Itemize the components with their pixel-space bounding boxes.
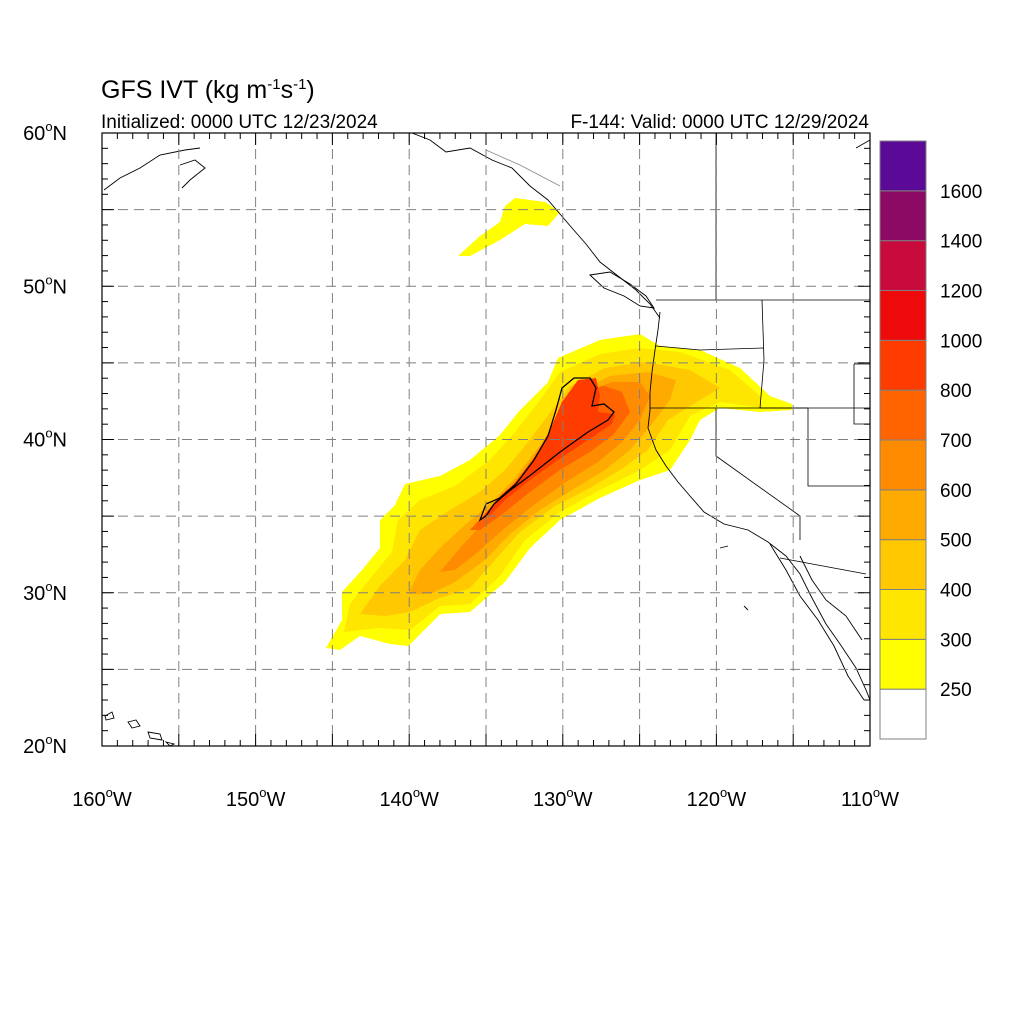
colorbar-label: 600 xyxy=(940,481,972,502)
colorbar-swatch xyxy=(879,439,927,491)
colorbar-label: 1600 xyxy=(940,182,982,203)
coastlines xyxy=(103,133,870,746)
latitude-label: 50oN xyxy=(23,272,67,298)
grid-lines xyxy=(102,133,870,746)
colorbar-swatch xyxy=(879,539,927,591)
colorbar-label: 800 xyxy=(940,381,972,402)
colorbar-label: 300 xyxy=(940,630,972,651)
longitude-label: 160oW xyxy=(72,785,132,811)
ivt-contour-800 xyxy=(478,377,615,522)
longitude-label: 130oW xyxy=(533,785,593,811)
axis-ticks xyxy=(101,132,871,747)
ivt-band-250b xyxy=(458,198,560,256)
plot-area xyxy=(102,133,870,746)
map-title: GFS IVT (kg m-1s-1) xyxy=(101,76,315,104)
colorbar-label: 1400 xyxy=(940,232,982,253)
colorbar-swatch xyxy=(879,190,927,242)
latitude-label: 40oN xyxy=(23,426,67,452)
colorbar-label: 1000 xyxy=(940,331,982,352)
latitude-label: 60oN xyxy=(23,119,67,145)
colorbar-label: 700 xyxy=(940,431,972,452)
colorbar-swatch xyxy=(879,240,927,292)
latitude-label: 30oN xyxy=(23,579,67,605)
longitude-label: 150oW xyxy=(226,785,286,811)
colorbar-label: 250 xyxy=(940,680,972,701)
longitude-labels: 160oW 150oW 140oW 130oW 120oW 110oW xyxy=(72,785,899,811)
longitude-label: 110oW xyxy=(841,785,899,811)
colorbar-label: 1200 xyxy=(940,282,982,303)
colorbar-swatch xyxy=(879,290,927,341)
colorbar-swatch-below xyxy=(879,688,927,740)
colorbar-swatch xyxy=(879,389,927,441)
ivt-field xyxy=(326,198,792,650)
valid-time: F-144: Valid: 0000 UTC 12/29/2024 xyxy=(570,112,869,133)
colorbar-swatch xyxy=(879,489,927,541)
latitude-label: 20oN xyxy=(23,732,67,758)
latitude-labels: 60oN 50oN 40oN 30oN 20oN xyxy=(23,119,67,758)
colorbar-label: 400 xyxy=(940,581,972,602)
colorbar-swatch xyxy=(879,339,927,391)
longitude-label: 140oW xyxy=(379,785,439,811)
colorbar-swatch xyxy=(879,589,927,640)
longitude-label: 120oW xyxy=(687,785,747,811)
ivt-band-800 xyxy=(482,378,615,518)
colorbar-swatch xyxy=(879,140,927,192)
initialized-time: Initialized: 0000 UTC 12/23/2024 xyxy=(101,112,378,133)
colorbar: 250 300 400 500 600 700 800 1000 1200 1400 1600 xyxy=(879,140,982,740)
colorbar-label: 500 xyxy=(940,531,972,552)
colorbar-swatch xyxy=(879,638,927,690)
